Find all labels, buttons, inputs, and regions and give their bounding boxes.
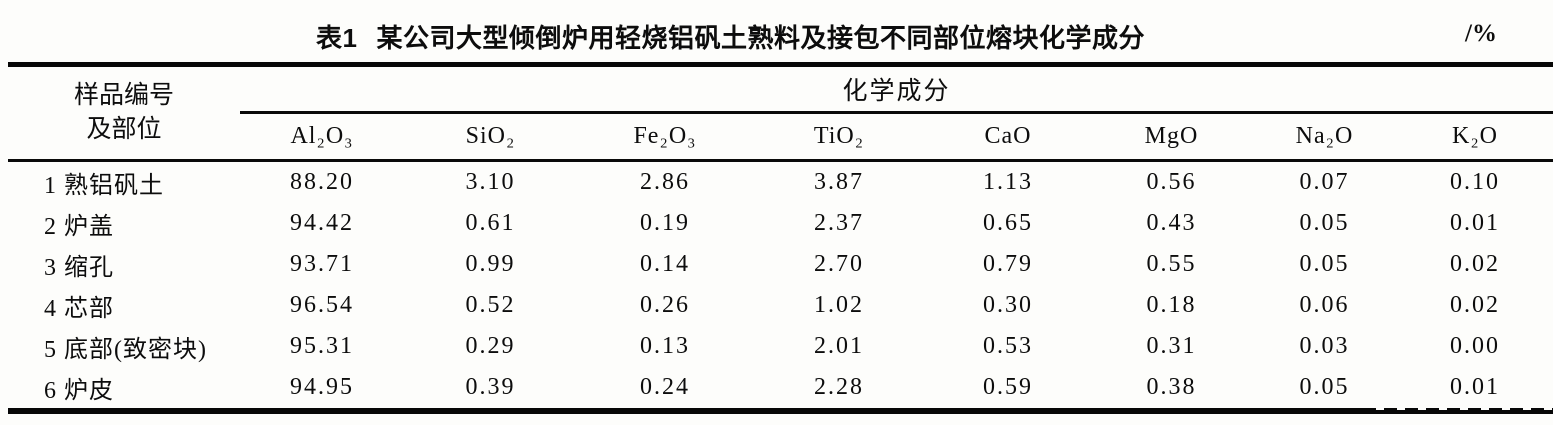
value-cell: 0.18 [1146,292,1197,318]
group-header-row: 样品编号 及部位 化学成分 [8,64,1553,162]
value-cell: 0.07 [1299,169,1350,195]
scan-dash-artifact [1363,401,1553,410]
value-cell: 0.05 [1299,374,1350,400]
value-cell: 0.65 [983,210,1033,236]
sample-label: 2 炉盖 [44,214,114,240]
sample-header-line2: 及部位 [86,116,162,143]
column-header-sio2: SiO₂ [404,112,577,162]
value-cell: 95.31 [290,333,354,359]
table-row: 3 缩孔 93.71 0.99 0.14 2.70 0.79 0.55 0.05… [8,244,1553,285]
value-cell: 0.55 [1146,251,1197,277]
value-cell: 0.52 [465,292,516,318]
value-cell: 94.42 [290,210,354,236]
value-cell: 0.31 [1146,333,1197,359]
value-cell: 93.71 [290,251,354,277]
column-header-mgo: MgO [1091,112,1252,162]
value-cell: 0.05 [1299,210,1350,236]
sample-label: 1 熟铝矾土 [44,173,164,199]
sample-label: 4 芯部 [44,296,114,322]
group-header-cell: 化学成分 [240,64,1553,114]
value-cell: 0.53 [983,333,1033,359]
sample-label: 6 炉皮 [44,378,114,404]
oxide-header-row: Al₂O₃ SiO₂ Fe₂O₃ TiO₂ CaO MgO Na₂O K₂O [8,112,1553,162]
column-header-cao: CaO [925,112,1091,162]
value-cell: 0.56 [1146,169,1197,195]
column-header-fe2o3: Fe₂O₃ [577,112,753,162]
value-cell: 88.20 [290,169,354,195]
value-cell: 94.95 [290,374,354,400]
table-row: 2 炉盖 94.42 0.61 0.19 2.37 0.65 0.43 0.05… [8,203,1553,244]
value-cell: 1.02 [814,292,864,318]
value-cell: 0.14 [640,251,690,277]
value-cell: 2.86 [640,169,690,195]
value-cell: 0.05 [1299,251,1350,277]
table-row: 5 底部(致密块) 95.31 0.29 0.13 2.01 0.53 0.31… [8,326,1553,367]
table-title-text: 某公司大型倾倒炉用轻烧铝矾土熟料及接包不同部位熔块化学成分 [376,23,1145,53]
value-cell: 0.59 [983,374,1033,400]
value-cell: 0.01 [1450,374,1500,400]
value-cell: 0.02 [1450,292,1500,318]
table-caption-row: 表1 某公司大型倾倒炉用轻烧铝矾土熟料及接包不同部位熔块化学成分 /% [0,18,1553,58]
value-cell: 0.38 [1146,374,1197,400]
sample-label: 5 底部(致密块) [44,337,207,363]
value-cell: 0.06 [1299,292,1350,318]
value-cell: 0.39 [465,374,516,400]
table-row: 6 炉皮 94.95 0.39 0.24 2.28 0.59 0.38 0.05… [8,367,1553,411]
sample-header-line1: 样品编号 [73,82,174,109]
value-cell: 2.28 [814,374,864,400]
value-cell: 0.01 [1450,210,1500,236]
table-number: 表1 [316,23,358,53]
value-cell: 0.79 [983,251,1033,277]
value-cell: 0.03 [1299,333,1350,359]
value-cell: 0.99 [465,251,516,277]
value-cell: 0.19 [640,210,690,236]
value-cell: 0.02 [1450,251,1500,277]
value-cell: 0.43 [1146,210,1197,236]
value-cell: 1.13 [983,169,1033,195]
column-header-al2o3: Al₂O₃ [240,112,404,162]
value-cell: 0.29 [465,333,516,359]
table-row: 4 芯部 96.54 0.52 0.26 1.02 0.30 0.18 0.06… [8,285,1553,326]
table-caption: 表1 某公司大型倾倒炉用轻烧铝矾土熟料及接包不同部位熔块化学成分 [316,18,1145,55]
column-header-tio2: TiO₂ [753,112,925,162]
column-header-na2o: Na₂O [1252,112,1397,162]
value-cell: 2.37 [814,210,864,236]
unit-label: /% [1465,20,1497,47]
value-cell: 0.10 [1450,169,1500,195]
value-cell: 0.61 [465,210,516,236]
value-cell: 3.10 [465,169,516,195]
value-cell: 0.30 [983,292,1033,318]
value-cell: 0.26 [640,292,690,318]
sample-header-cell: 样品编号 及部位 [8,64,240,162]
value-cell: 2.01 [814,333,864,359]
value-cell: 0.24 [640,374,690,400]
value-cell: 0.00 [1450,333,1500,359]
value-cell: 96.54 [290,292,354,318]
composition-table: 样品编号 及部位 化学成分 Al₂O₃ SiO₂ Fe₂O₃ TiO₂ CaO … [8,62,1553,414]
table-row: 1 熟铝矾土 88.20 3.10 2.86 3.87 1.13 0.56 0.… [8,161,1553,204]
column-header-k2o: K₂O [1397,112,1553,162]
sample-label: 3 缩孔 [44,255,114,281]
value-cell: 0.13 [640,333,690,359]
value-cell: 3.87 [814,169,864,195]
value-cell: 2.70 [814,251,864,277]
